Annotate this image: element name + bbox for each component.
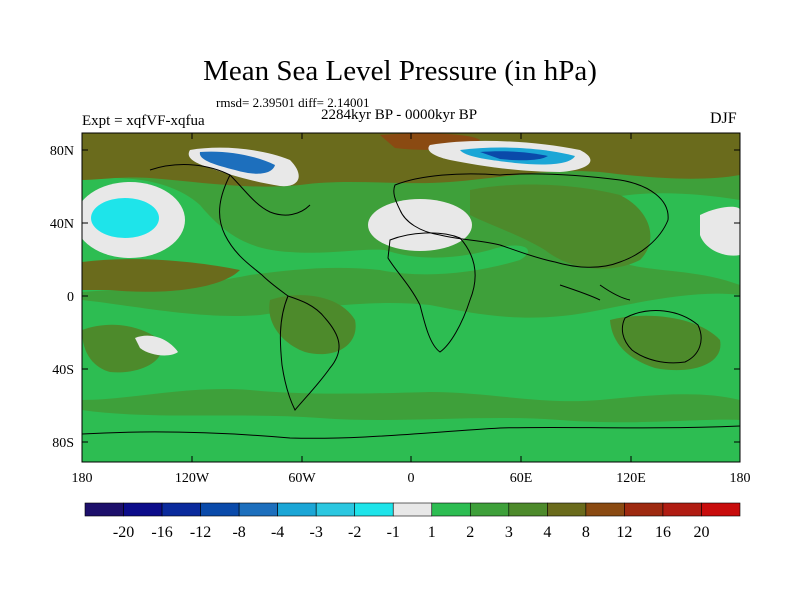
axis-ticks <box>81 133 741 462</box>
colorbar-swatch <box>161 502 201 517</box>
colorbar-label: -8 <box>232 524 245 541</box>
field-zone-olive-asia <box>470 184 651 269</box>
coast-north-america <box>149 164 311 297</box>
lon-axis: 180 120W 60W 0 60E 120E 180 <box>72 471 751 486</box>
field-low-spacific <box>135 335 178 356</box>
colorbar-swatch <box>238 502 278 517</box>
colorbar-label: -4 <box>271 524 284 541</box>
colorbar-label: 1 <box>428 524 436 541</box>
coast-antarctica <box>82 425 740 439</box>
colorbar-label: -2 <box>348 524 361 541</box>
lon-tick-label: 120E <box>616 471 646 486</box>
colorbar-swatch <box>585 502 625 517</box>
colorbar-label: -1 <box>387 524 400 541</box>
colorbar-swatch <box>123 502 163 517</box>
colorbar-swatch <box>624 502 664 517</box>
lon-tick-label: 180 <box>730 471 751 486</box>
colorbar-label: 16 <box>655 524 671 541</box>
colorbar <box>84 502 741 517</box>
field-core-npacific <box>91 198 159 238</box>
period-label: 2284kyr BP - 0000kyr BP <box>321 107 478 123</box>
colorbar-swatch <box>277 502 317 517</box>
lat-tick-label: 80S <box>52 436 74 451</box>
colorbar-swatch <box>354 502 394 517</box>
colorbar-swatch <box>200 502 240 517</box>
lon-tick-label: 0 <box>408 471 415 486</box>
lat-axis: 80N 40N 0 40S 80S <box>50 144 74 451</box>
colorbar-swatch <box>701 502 741 517</box>
colorbar-swatch <box>662 502 702 517</box>
lat-tick-label: 80N <box>50 144 74 159</box>
field-layer <box>82 133 740 462</box>
coast-africa <box>387 232 476 353</box>
field-core-greenland <box>199 151 275 174</box>
colorbar-swatch <box>508 502 548 517</box>
lon-tick-label: 180 <box>72 471 93 486</box>
lat-tick-label: 40S <box>52 363 74 378</box>
field-low-wpacific <box>700 206 740 256</box>
field-base <box>82 133 740 462</box>
colorbar-swatch <box>431 502 471 517</box>
colorbar-label: 2 <box>466 524 474 541</box>
colorbar-swatch <box>547 502 587 517</box>
colorbar-label: -20 <box>113 524 134 541</box>
colorbar-label: 4 <box>543 524 551 541</box>
season-label: DJF <box>710 110 737 127</box>
field-low-natlantic <box>368 199 472 251</box>
field-zone-olive-atlantic <box>269 295 356 355</box>
colorbar-label: -12 <box>190 524 211 541</box>
colorbar-label: 12 <box>616 524 632 541</box>
colorbar-label: 8 <box>582 524 590 541</box>
lat-tick-label: 40N <box>50 217 74 232</box>
colorbar-swatch <box>469 502 510 517</box>
colorbar-swatch <box>315 502 356 517</box>
lon-tick-label: 120W <box>175 471 210 486</box>
field-zone-brown-tropical <box>82 259 240 292</box>
field-zone-green-south <box>82 293 740 402</box>
coast-south-america <box>279 295 340 411</box>
lon-tick-label: 60E <box>510 471 533 486</box>
colorbar-label: 3 <box>505 524 513 541</box>
colorbar-labels: -20 -16 -12 -8 -4 -3 -2 -1 1 2 3 4 8 12 16 20 <box>113 524 710 541</box>
colorbar-label: -3 <box>310 524 323 541</box>
coast-australia <box>621 310 702 364</box>
colorbar-label: 20 <box>693 524 709 541</box>
field-zone-green-antarctic <box>82 410 740 462</box>
coastlines <box>82 164 740 439</box>
colorbar-swatch <box>84 502 124 517</box>
lon-tick-label: 60W <box>288 471 316 486</box>
field-center-arctic <box>480 151 548 161</box>
stats-text: rmsd= 2.39501 diff= 2.14001 <box>216 95 370 110</box>
coast-eurasia <box>393 173 669 268</box>
coast-maritime-continent <box>559 284 631 301</box>
colorbar-swatch <box>392 502 433 517</box>
colorbar-label: -16 <box>151 524 172 541</box>
map-title: Mean Sea Level Pressure (in hPa) <box>203 55 597 87</box>
experiment-label: Expt = xqfVF-xqfua <box>82 113 205 129</box>
lat-tick-label: 0 <box>67 290 74 305</box>
